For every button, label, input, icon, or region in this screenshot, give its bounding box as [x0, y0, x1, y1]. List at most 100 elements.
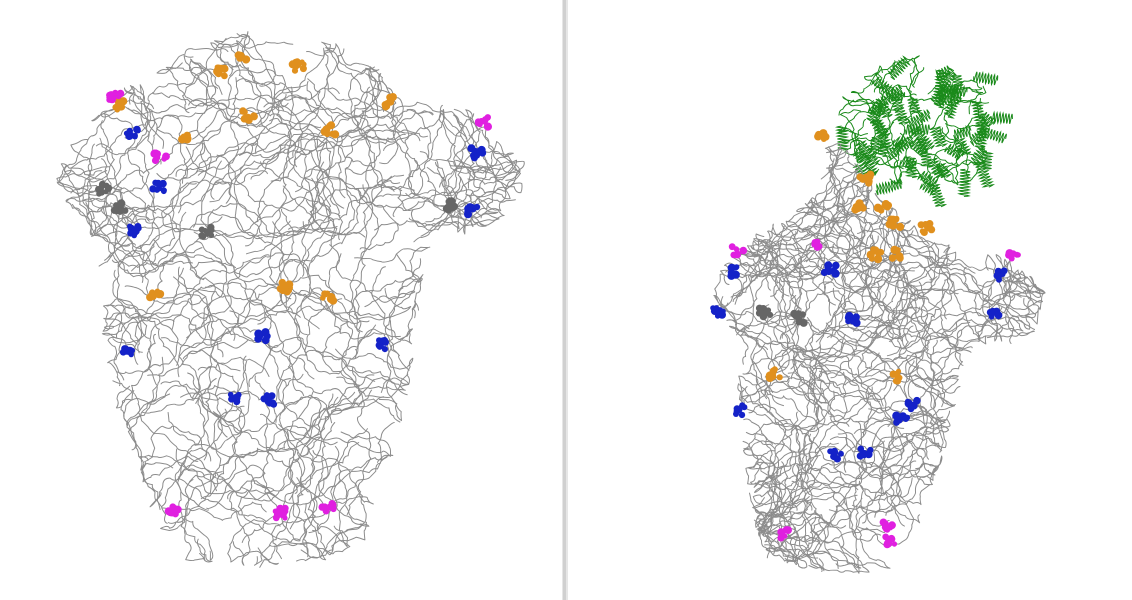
backbone-strand — [851, 144, 904, 170]
backbone-strand — [839, 109, 861, 157]
backbone-strand — [935, 286, 1003, 342]
backbone-strand — [837, 432, 921, 524]
backbone-strand — [225, 84, 307, 204]
left-structure-panel[interactable] — [0, 0, 562, 600]
backbone-strand — [273, 349, 376, 423]
orange-residue-cluster — [851, 199, 867, 214]
right-structure-panel[interactable] — [568, 0, 1132, 600]
helix-coil — [953, 124, 972, 141]
helix-coil — [875, 178, 903, 196]
backbone-strand — [853, 433, 926, 535]
backbone-strand — [145, 37, 227, 149]
backbone-strand — [887, 93, 917, 147]
blue-residue-cluster — [986, 307, 1003, 320]
backbone-strand — [306, 128, 366, 238]
blue-residue-cluster — [227, 391, 242, 406]
backbone-strand — [188, 78, 274, 128]
backbone-strand — [295, 288, 412, 319]
backbone-strand — [776, 484, 859, 559]
backbone-strand — [167, 397, 246, 450]
orange-residue-cluster — [234, 51, 251, 64]
backbone-strand — [219, 391, 356, 467]
gray-residue-cluster — [790, 309, 808, 327]
blue-residue-cluster — [904, 396, 921, 413]
backbone-strand — [891, 97, 923, 153]
backbone-strand — [939, 254, 1007, 342]
backbone-strand — [316, 135, 437, 206]
backbone-strand — [903, 289, 932, 409]
backbone-strand — [740, 375, 817, 403]
backbone-strand — [739, 383, 787, 502]
backbone-strand — [156, 47, 229, 95]
backbone-strand — [832, 243, 926, 328]
backbone-strand — [182, 63, 265, 128]
backbone-strand — [864, 65, 900, 99]
blue-residue-cluster — [844, 311, 861, 327]
backbone-strand — [239, 48, 345, 156]
backbone-strand — [200, 170, 268, 269]
backbone-strand — [241, 442, 360, 543]
blue-residue-cluster — [733, 402, 748, 419]
backbone-strand — [210, 132, 335, 200]
backbone-strand — [371, 266, 416, 345]
orange-residue-cluster — [885, 215, 905, 231]
backbone-strand — [868, 400, 928, 466]
backbone-strand — [330, 454, 394, 527]
backbone-strand — [391, 101, 476, 158]
backbone-strand — [745, 431, 793, 493]
backbone-strand — [236, 40, 340, 101]
gray-residue-cluster — [198, 223, 215, 240]
backbone-strand — [307, 73, 397, 119]
backbone-strand — [318, 422, 388, 503]
backbone-strand — [998, 270, 1037, 319]
backbone-strand — [824, 215, 886, 255]
backbone-strand — [932, 155, 986, 187]
backbone-strand — [354, 180, 401, 316]
backbone-strand — [308, 421, 395, 534]
backbone-strand — [139, 244, 210, 339]
backbone-strand — [289, 391, 316, 530]
backbone-strand — [861, 406, 948, 434]
helix-coil — [970, 145, 988, 166]
backbone-strand — [288, 396, 385, 494]
backbone-strand — [210, 31, 276, 87]
backbone-strand — [802, 483, 859, 572]
blue-residue-cluster — [260, 392, 278, 408]
helix-coil — [950, 74, 965, 87]
backbone-strand — [804, 329, 902, 391]
backbone-strand — [243, 221, 297, 313]
backbone-strand — [765, 510, 829, 556]
backbone-strand — [193, 231, 322, 306]
backbone-strand — [762, 304, 823, 413]
backbone-strand — [192, 211, 289, 304]
backbone-strand — [821, 215, 852, 339]
helix-coil — [834, 125, 850, 151]
backbone-strand — [890, 55, 920, 88]
backbone-strand — [328, 244, 401, 340]
backbone-strand — [99, 87, 156, 156]
backbone-strand — [278, 109, 319, 237]
backbone-strand — [116, 250, 157, 365]
backbone-strand — [826, 497, 860, 574]
backbone-strand — [192, 68, 286, 140]
backbone-strand — [763, 239, 817, 367]
backbone-strand — [755, 378, 844, 481]
blue-residue-cluster — [123, 125, 141, 140]
backbone-strand — [141, 425, 208, 511]
backbone-strand — [783, 481, 881, 542]
backbone-strand — [223, 396, 339, 453]
helix-coil — [929, 126, 949, 148]
backbone-strand — [822, 271, 905, 332]
backbone-strand — [383, 112, 475, 189]
backbone-strand — [897, 246, 951, 358]
backbone-strand — [161, 464, 273, 524]
orange-residue-cluster — [112, 96, 128, 113]
backbone-strand — [310, 188, 454, 216]
backbone-strand — [802, 433, 819, 568]
backbone-strand — [900, 252, 987, 345]
backbone-strand — [808, 364, 894, 426]
backbone-strand — [815, 269, 915, 343]
backbone-strand — [152, 238, 224, 358]
backbone-strand — [905, 146, 931, 186]
backbone-strand — [178, 312, 249, 401]
